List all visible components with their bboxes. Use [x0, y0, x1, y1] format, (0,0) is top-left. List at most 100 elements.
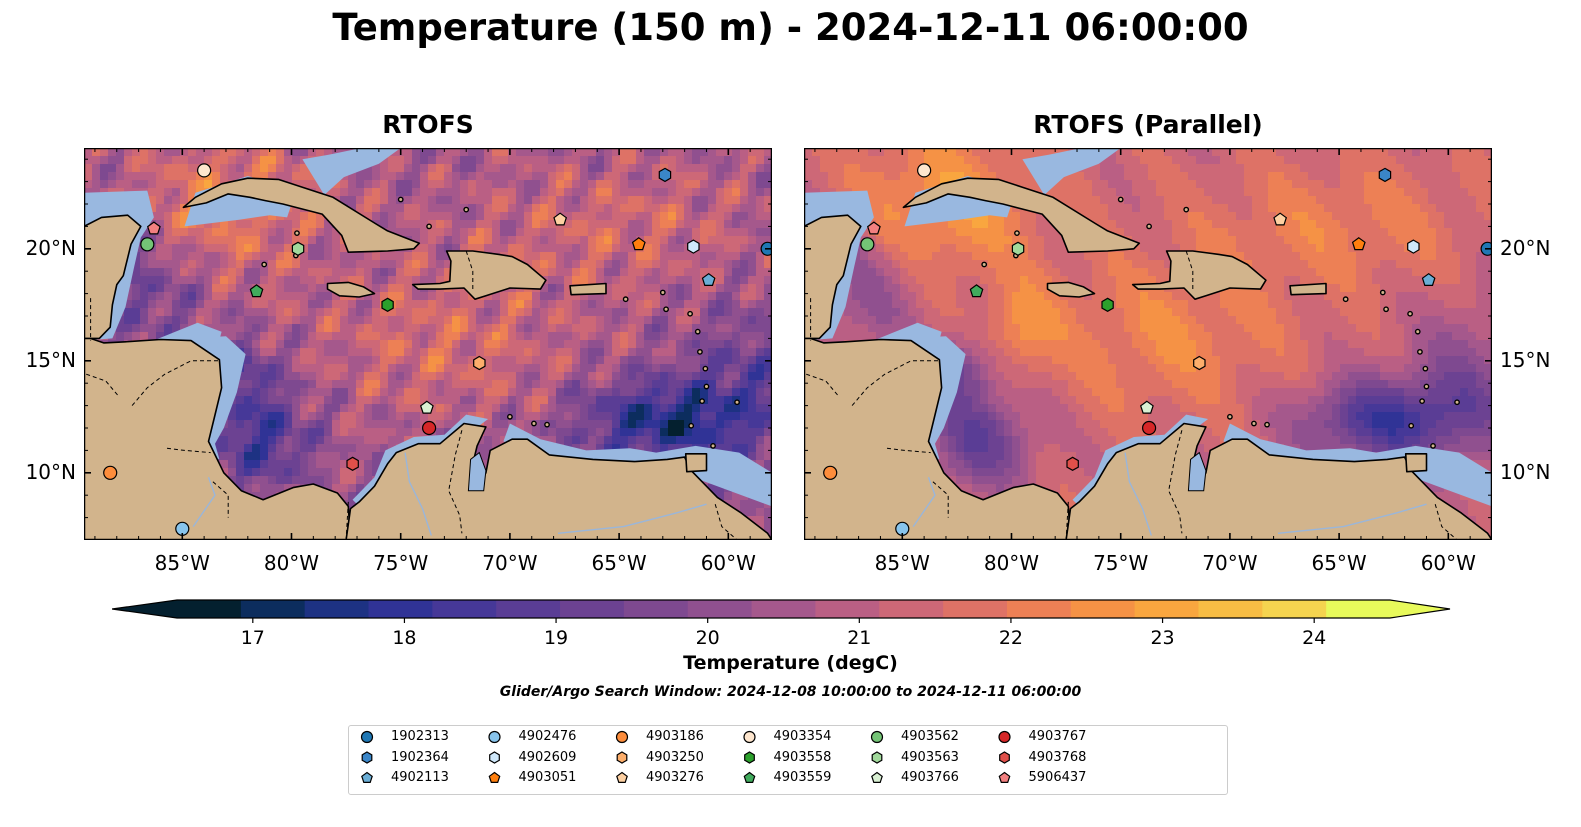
legend-marker-1902313 — [360, 730, 374, 744]
lon-tick-label: 80°W — [263, 551, 320, 575]
colorbar: 17 18 19 20 21 22 23 24 — [112, 599, 1451, 649]
platform-legend: 1902313 1902364 4902113 4902476 4902609 49030… — [348, 725, 1228, 795]
marker-4903051 — [1351, 237, 1366, 251]
marker-4903766 — [419, 400, 434, 414]
marker-4903563 — [1011, 241, 1025, 256]
colorbar-tick-label: 22 — [999, 627, 1023, 649]
colorbar-bin — [560, 600, 625, 618]
colorbar-bin — [496, 600, 561, 618]
legend-label: 4903559 — [773, 770, 832, 785]
marker-4903563 — [291, 241, 305, 256]
lat-tick-label-right: 15°N — [1500, 347, 1551, 372]
colorbar-bin — [240, 600, 306, 618]
map-panel-rtofs-parallel — [804, 148, 1492, 540]
legend-label: 4903354 — [773, 729, 832, 744]
legend-marker-4903766 — [871, 771, 883, 784]
lon-tick-label: 85°W — [154, 551, 210, 575]
colorbar-bin — [1070, 600, 1136, 618]
lon-tick-label: 75°W — [373, 551, 429, 575]
lon-tick-label: 85°W — [874, 551, 930, 575]
legend-label: 4903768 — [1028, 749, 1087, 765]
colorbar-bin — [687, 600, 753, 618]
legend-marker-4903767 — [998, 730, 1011, 744]
legend-label: 4903767 — [1028, 729, 1087, 744]
legend-label: 4903562 — [901, 729, 959, 744]
colorbar-tick-label: 17 — [241, 627, 265, 649]
colorbar-tick-label: 19 — [544, 627, 568, 649]
colorbar-tick-label: 18 — [392, 627, 416, 649]
marker-4902609 — [1407, 239, 1420, 254]
legend-label: 5906437 — [1028, 770, 1087, 785]
lon-tick-label: 65°W — [1311, 551, 1367, 575]
colorbar-bin — [177, 600, 242, 618]
frame-ticks — [84, 148, 772, 540]
legend-label: 4903186 — [646, 729, 704, 744]
marker-4903767 — [1141, 420, 1157, 436]
lat-tick-label-left: 10°N — [25, 459, 76, 484]
colorbar-tick-label: 23 — [1150, 627, 1174, 649]
colorbar-bin — [879, 600, 944, 618]
platform-markers — [823, 163, 1492, 536]
legend-label: 4902113 — [391, 770, 449, 785]
legend-label: 4902476 — [518, 729, 577, 744]
legend-marker-4902609 — [489, 751, 500, 764]
colorbar-bin — [1006, 600, 1072, 618]
legend-marker-4903559 — [743, 771, 756, 784]
land — [804, 177, 1492, 540]
colorbar-bin — [815, 600, 880, 618]
marker-4903768 — [346, 456, 359, 471]
colorbar-bin — [1134, 600, 1200, 618]
legend-label: 1902313 — [391, 729, 449, 744]
marker-1902364 — [1378, 167, 1392, 183]
panel-title-rtofs-parallel: RTOFS (Parallel) — [1033, 110, 1263, 139]
marker-4903558 — [381, 297, 394, 312]
marker-4903559 — [969, 284, 984, 298]
colorbar-bin — [1326, 600, 1391, 618]
colorbar-tick-label: 21 — [847, 627, 871, 649]
rivers — [192, 452, 707, 536]
marker-4903562 — [860, 237, 875, 252]
marker-4903276 — [553, 212, 568, 226]
country-borders — [806, 250, 1458, 540]
colorbar-bin — [1198, 600, 1263, 618]
marker-1902364 — [658, 167, 672, 183]
lat-tick-label-left: 15°N — [25, 347, 76, 372]
marker-4902609 — [687, 239, 700, 254]
lon-tick-label: 60°W — [700, 551, 756, 575]
legend-marker-4902113 — [361, 771, 373, 784]
lon-tick-label: 70°W — [1202, 551, 1258, 575]
legend-label: 1902364 — [391, 749, 449, 765]
colorbar-bin — [623, 600, 689, 618]
search-window-text: Glider/Argo Search Window: 2024-12-08 10… — [499, 684, 1082, 700]
country-borders — [86, 250, 738, 540]
colorbar-tick-label: 24 — [1302, 627, 1326, 649]
colorbar-bin — [751, 600, 817, 618]
marker-5906437 — [866, 221, 881, 235]
legend-marker-4903558 — [744, 751, 755, 764]
legend-marker-4903186 — [615, 730, 629, 744]
legend-label: 4903250 — [646, 749, 704, 765]
marker-4903767 — [421, 420, 437, 436]
colorbar-bin — [304, 600, 370, 618]
colorbar-bin — [368, 600, 433, 618]
colorbar-bin — [1262, 600, 1327, 618]
marker-4903186 — [103, 465, 118, 480]
colorbar-bin — [943, 600, 1008, 618]
marker-4903766 — [1139, 400, 1154, 414]
panel-title-rtofs: RTOFS — [382, 110, 474, 139]
land — [84, 177, 772, 540]
colorbar-tick-label: 20 — [696, 627, 720, 649]
legend-label: 4903051 — [518, 770, 577, 785]
map-panel-rtofs — [84, 148, 772, 540]
colorbar-bin — [432, 600, 497, 618]
marker-4902113 — [701, 272, 716, 286]
legend-label: 4903558 — [773, 749, 832, 765]
lat-tick-label-right: 20°N — [1500, 235, 1551, 260]
legend-label: 4903563 — [901, 749, 959, 765]
marker-4903558 — [1101, 297, 1114, 312]
marker-4903250 — [473, 355, 486, 371]
marker-4902113 — [1421, 272, 1436, 286]
colorbar-extend-low — [112, 600, 177, 618]
legend-marker-4903563 — [871, 751, 883, 764]
figure-title: Temperature (150 m) - 2024-12-11 06:00:0… — [332, 6, 1249, 49]
